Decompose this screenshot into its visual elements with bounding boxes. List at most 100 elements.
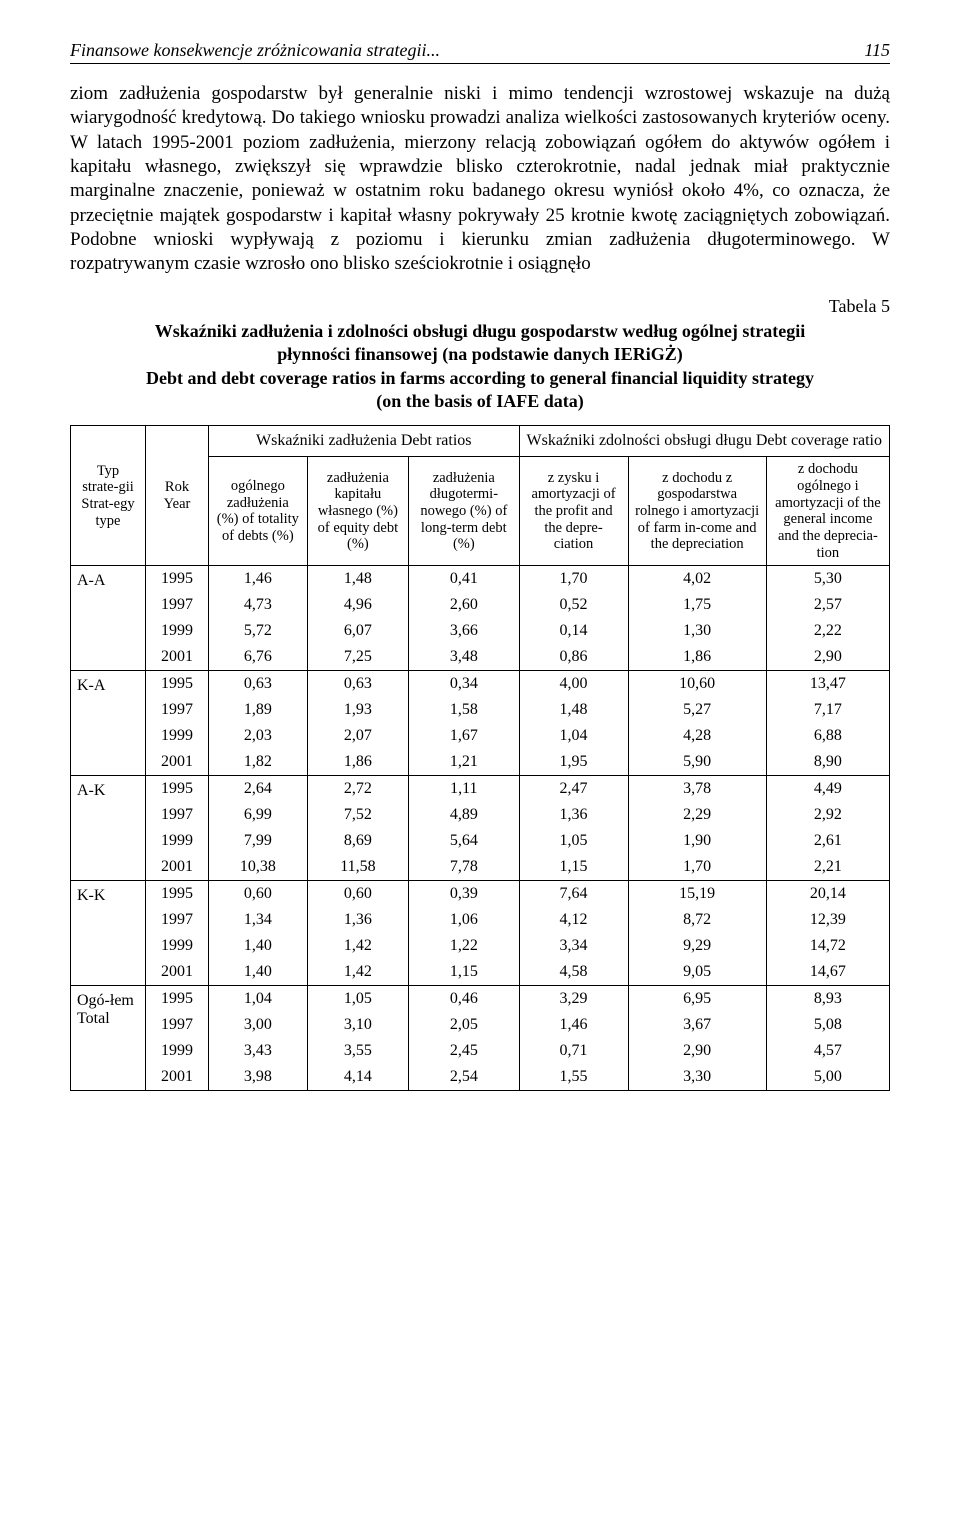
table-row: A-K19952,642,721,112,473,784,49 [71,776,890,803]
table-row: 19976,997,524,891,362,292,92 [71,802,890,828]
year-cell: 1995 [146,986,209,1013]
value-cell: 1,15 [519,854,628,881]
value-cell: 2,90 [766,644,889,671]
value-cell: 0,86 [519,644,628,671]
value-cell: 6,88 [766,723,889,749]
value-cell: 1,22 [409,933,519,959]
value-cell: 3,55 [307,1038,408,1064]
value-cell: 4,96 [307,592,408,618]
value-cell: 5,90 [628,749,766,776]
value-cell: 1,36 [307,907,408,933]
value-cell: 9,29 [628,933,766,959]
value-cell: 5,27 [628,697,766,723]
col-header-year: Rok Year [146,426,209,566]
value-cell: 2,22 [766,618,889,644]
value-cell: 4,12 [519,907,628,933]
value-cell: 1,86 [307,749,408,776]
table-row: 20013,984,142,541,553,305,00 [71,1064,890,1091]
value-cell: 6,99 [209,802,308,828]
strategy-type-cell: Ogó-łem Total [71,986,146,1091]
value-cell: 10,60 [628,671,766,698]
value-cell: 3,43 [209,1038,308,1064]
col-header-c3: zadłużenia długotermi-nowego (%) of long… [409,457,519,566]
table-caption: Tabela 5 Wskaźniki zadłużenia i zdolnośc… [70,295,890,414]
value-cell: 8,69 [307,828,408,854]
page-number: 115 [864,40,890,61]
value-cell: 5,08 [766,1012,889,1038]
value-cell: 1,15 [409,959,519,986]
value-cell: 1,40 [209,959,308,986]
value-cell: 0,41 [409,566,519,593]
table-row: 20016,767,253,480,861,862,90 [71,644,890,671]
value-cell: 2,92 [766,802,889,828]
value-cell: 2,72 [307,776,408,803]
value-cell: 7,99 [209,828,308,854]
running-title: Finansowe konsekwencje zróżnicowania str… [70,40,440,61]
value-cell: 2,54 [409,1064,519,1091]
value-cell: 4,58 [519,959,628,986]
value-cell: 0,63 [209,671,308,698]
year-cell: 1999 [146,618,209,644]
value-cell: 1,48 [307,566,408,593]
value-cell: 3,00 [209,1012,308,1038]
table-title-en-2: (on the basis of IAFE data) [70,390,890,413]
value-cell: 5,00 [766,1064,889,1091]
strategy-type-cell: K-A [71,671,146,776]
year-cell: 2001 [146,854,209,881]
value-cell: 2,45 [409,1038,519,1064]
value-cell: 5,30 [766,566,889,593]
value-cell: 8,72 [628,907,766,933]
value-cell: 1,11 [409,776,519,803]
value-cell: 8,93 [766,986,889,1013]
table-row: 19974,734,962,600,521,752,57 [71,592,890,618]
value-cell: 1,82 [209,749,308,776]
value-cell: 4,89 [409,802,519,828]
value-cell: 2,64 [209,776,308,803]
strategy-type-cell: A-K [71,776,146,881]
value-cell: 3,78 [628,776,766,803]
table-row: 20011,821,861,211,955,908,90 [71,749,890,776]
value-cell: 2,03 [209,723,308,749]
body-paragraph: ziom zadłużenia gospodarstw był generaln… [70,82,890,277]
table-row: 19973,003,102,051,463,675,08 [71,1012,890,1038]
value-cell: 3,34 [519,933,628,959]
value-cell: 1,30 [628,618,766,644]
value-cell: 2,29 [628,802,766,828]
value-cell: 4,73 [209,592,308,618]
strategy-type-cell: A-A [71,566,146,671]
value-cell: 2,61 [766,828,889,854]
value-cell: 1,46 [209,566,308,593]
value-cell: 0,14 [519,618,628,644]
value-cell: 0,46 [409,986,519,1013]
value-cell: 1,89 [209,697,308,723]
value-cell: 1,67 [409,723,519,749]
year-cell: 1997 [146,802,209,828]
year-cell: 2001 [146,959,209,986]
value-cell: 1,42 [307,959,408,986]
value-cell: 2,90 [628,1038,766,1064]
table-row: Ogó-łem Total19951,041,050,463,296,958,9… [71,986,890,1013]
year-cell: 1997 [146,1012,209,1038]
table-row: 19993,433,552,450,712,904,57 [71,1038,890,1064]
value-cell: 4,28 [628,723,766,749]
value-cell: 7,52 [307,802,408,828]
strategy-type-cell: K-K [71,881,146,986]
value-cell: 1,42 [307,933,408,959]
table-row: 19992,032,071,671,044,286,88 [71,723,890,749]
value-cell: 1,06 [409,907,519,933]
value-cell: 20,14 [766,881,889,908]
year-cell: 2001 [146,1064,209,1091]
value-cell: 7,25 [307,644,408,671]
value-cell: 1,36 [519,802,628,828]
year-cell: 1995 [146,566,209,593]
value-cell: 1,05 [519,828,628,854]
year-cell: 1995 [146,776,209,803]
value-cell: 6,76 [209,644,308,671]
year-cell: 1999 [146,933,209,959]
value-cell: 1,04 [519,723,628,749]
value-cell: 2,57 [766,592,889,618]
value-cell: 11,58 [307,854,408,881]
value-cell: 3,98 [209,1064,308,1091]
value-cell: 1,48 [519,697,628,723]
year-cell: 1997 [146,907,209,933]
